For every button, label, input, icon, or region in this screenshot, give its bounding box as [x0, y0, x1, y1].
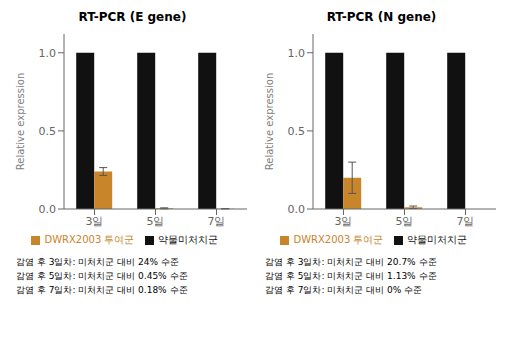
html-text:감염 후 5일차: 미처치군 대비 1.13% 수준: 감염 후 5일차: 미처치군 대비 1.13% 수준	[265, 271, 437, 281]
svg-text:0.0: 0.0	[39, 203, 57, 216]
html-text:감염 후 3일차: 미처치군 대비 20.7% 수준: 감염 후 3일차: 미처치군 대비 20.7% 수준	[265, 257, 437, 267]
svg-text:0.0: 0.0	[288, 203, 306, 216]
html-text:감염 후 3일차: 미처치군 대비 24% 수준: 감염 후 3일차: 미처치군 대비 24% 수준	[16, 257, 179, 267]
svg-text:7일: 7일	[208, 215, 226, 228]
html-text:RT-PCR (N gene): RT-PCR (N gene)	[326, 10, 437, 24]
html-text:감염 후 7일차: 미처치군 대비 0% 수준: 감염 후 7일차: 미처치군 대비 0% 수준	[265, 285, 423, 295]
svg-text:0.5: 0.5	[39, 125, 57, 138]
html-text:DWRX2003 투여군: DWRX2003 투여군	[293, 234, 384, 245]
html-text:감염 후 5일차: 미처치군 대비 0.45% 수준: 감염 후 5일차: 미처치군 대비 0.45% 수준	[16, 271, 188, 281]
svg-text:Relative expression: Relative expression	[264, 73, 275, 170]
html-text:약물미처치군: 약물미처치군	[406, 234, 467, 245]
svg-text:7일: 7일	[457, 215, 475, 228]
html-text:DWRX2003 투여군: DWRX2003 투여군	[44, 234, 135, 245]
html-text:약물미처치군: 약물미처치군	[157, 234, 218, 245]
svg-text:5일: 5일	[147, 215, 165, 228]
svg-text:5일: 5일	[396, 215, 414, 228]
html-text:감염 후 7일차: 미처치군 대비 0.18% 수준: 감염 후 7일차: 미처치군 대비 0.18% 수준	[16, 285, 188, 295]
svg-text:3일: 3일	[335, 215, 353, 228]
html-text:RT-PCR (E gene): RT-PCR (E gene)	[78, 10, 187, 24]
svg-text:3일: 3일	[86, 215, 104, 228]
svg-text:1.0: 1.0	[39, 47, 57, 60]
svg-text:0.5: 0.5	[288, 125, 306, 138]
svg-text:1.0: 1.0	[288, 47, 306, 60]
svg-text:Relative expression: Relative expression	[15, 73, 26, 170]
